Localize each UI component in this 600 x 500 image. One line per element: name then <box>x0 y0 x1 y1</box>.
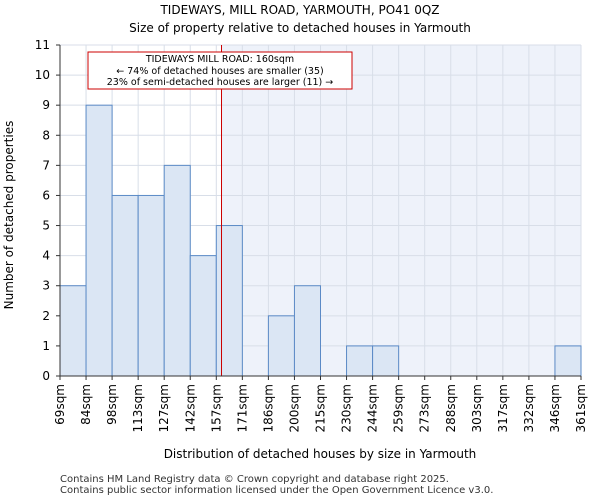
bar-113sqm <box>137 194 165 377</box>
x-tick-label: 171sqm <box>235 384 249 432</box>
y-tick-label: 4 <box>42 249 50 263</box>
x-tick-label: 215sqm <box>314 384 328 432</box>
footer-line-1: Contains HM Land Registry data © Crown c… <box>60 474 449 485</box>
x-tick-label: 98sqm <box>105 384 119 425</box>
x-tick-label: 303sqm <box>470 384 484 432</box>
y-tick-label: 2 <box>42 309 50 323</box>
bar-98sqm <box>111 194 139 377</box>
x-tick-label: 288sqm <box>444 384 458 432</box>
x-tick-label: 230sqm <box>340 384 354 432</box>
bar-230sqm <box>346 345 374 377</box>
x-tick-label: 346sqm <box>548 384 562 432</box>
bar-186sqm <box>267 315 295 377</box>
x-tick-label: 332sqm <box>522 384 536 432</box>
y-tick-label: 7 <box>42 158 50 172</box>
chart-subtitle: Size of property relative to detached ho… <box>129 21 471 35</box>
x-tick-labels: 69sqm 84sqm 98sqm 113sqm 127sqm 142sqm 157sqm 1… <box>53 376 588 432</box>
x-tick-label: 186sqm <box>261 384 275 432</box>
x-tick-label: 259sqm <box>392 384 406 432</box>
annotation-line-2: ← 74% of detached houses are smaller (35… <box>116 66 323 77</box>
x-tick-label: 273sqm <box>418 384 432 432</box>
bars <box>59 104 582 377</box>
y-tick-label: 0 <box>42 369 50 383</box>
bar-244sqm <box>372 345 400 377</box>
y-tick-label: 8 <box>42 128 50 142</box>
y-tick-label: 3 <box>42 279 50 293</box>
x-tick-label: 142sqm <box>183 384 197 432</box>
footer-line-2: Contains public sector information licen… <box>60 485 494 496</box>
x-tick-label: 200sqm <box>287 384 301 432</box>
x-tick-label: 84sqm <box>79 384 93 425</box>
bar-200sqm <box>293 285 322 377</box>
bar-142sqm <box>189 255 217 377</box>
bar-69sqm <box>59 285 87 377</box>
y-axis-label: Number of detached properties <box>2 121 16 310</box>
y-tick-label: 5 <box>42 219 50 233</box>
x-tick-label: 69sqm <box>53 384 67 425</box>
x-tick-label: 361sqm <box>574 384 588 432</box>
annotation-box <box>87 51 353 90</box>
x-tick-label: 157sqm <box>209 384 223 432</box>
chart-title: TIDEWAYS, MILL ROAD, YARMOUTH, PO41 0QZ <box>159 3 439 17</box>
y-tick-label: 1 <box>42 339 50 353</box>
y-tick-label: 9 <box>42 98 50 112</box>
y-tick-label: 10 <box>35 68 50 82</box>
x-tick-label: 113sqm <box>131 384 145 432</box>
x-tick-label: 317sqm <box>496 384 510 432</box>
x-tick-label: 244sqm <box>366 384 380 432</box>
y-tick-label: 6 <box>42 188 50 202</box>
x-tick-label: 127sqm <box>157 384 171 432</box>
annotation-line-3: 23% of semi-detached houses are larger (… <box>107 77 334 88</box>
y-tick-labels: 0 1 2 3 4 5 6 7 8 9 10 11 <box>35 38 60 383</box>
annotation-line-1: TIDEWAYS MILL ROAD: 160sqm <box>145 54 294 65</box>
bar-84sqm <box>85 104 113 377</box>
annotation: TIDEWAYS MILL ROAD: 160sqm ← 74% of deta… <box>87 51 353 90</box>
bar-127sqm <box>163 164 191 377</box>
bar-157sqm <box>215 225 243 377</box>
y-tick-label: 11 <box>35 38 50 52</box>
x-axis-label: Distribution of detached houses by size … <box>164 447 477 461</box>
bar-346sqm <box>554 345 582 377</box>
